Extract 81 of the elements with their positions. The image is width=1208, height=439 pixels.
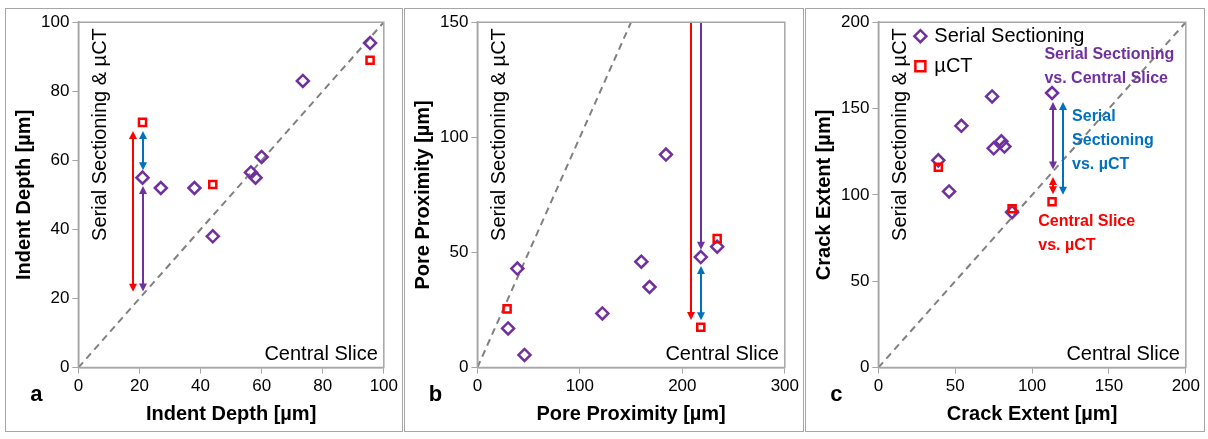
x-tick-label: 0: [472, 376, 483, 396]
point: [696, 322, 706, 333]
y-tick-label: 50: [449, 242, 469, 262]
y-axis-title: Indent Depth [µm]: [11, 109, 34, 281]
x-tick-label: 0: [873, 376, 884, 396]
x-tick-label: 200: [1171, 376, 1201, 396]
point: [712, 233, 722, 244]
y-tick-label: 0: [458, 357, 469, 377]
legend-label: µCT: [934, 53, 973, 76]
annotation: Central Slice: [264, 342, 378, 365]
x-tick-label: 150: [1094, 376, 1124, 396]
point: [502, 304, 512, 314]
legend-label: Serial Sectioning: [934, 23, 1085, 46]
x-tick-label: 100: [1017, 376, 1047, 396]
x-tick-label: 80: [313, 376, 333, 396]
point: [517, 347, 532, 363]
point: [153, 180, 169, 196]
y-tick-label: 0: [59, 357, 70, 377]
point: [986, 141, 1001, 156]
y-axis-title: Crack Extent [µm]: [811, 109, 834, 281]
y-tick-label: 0: [859, 357, 870, 377]
point: [658, 147, 674, 162]
y-tick-label: 50: [850, 270, 870, 290]
x-axis-title: Crack Extent [µm]: [946, 401, 1118, 424]
point: [187, 180, 202, 196]
point: [1044, 85, 1060, 101]
point: [205, 229, 221, 244]
y-tick-label: 20: [50, 288, 70, 308]
y-tick-label: 80: [50, 80, 70, 100]
point: [365, 55, 375, 65]
y-tick-label: 150: [439, 11, 469, 31]
x-tick-label: 50: [945, 376, 965, 396]
x-tick-label: 100: [369, 376, 399, 396]
x-tick-label: 200: [668, 376, 697, 396]
annotation: Serial Sectioning & µCT: [887, 28, 910, 241]
annotation: Serial Sectioning vs. µCT: [1072, 106, 1154, 172]
point: [243, 165, 259, 180]
x-tick-label: 100: [565, 376, 595, 396]
point: [595, 306, 610, 321]
point: [693, 249, 709, 265]
text: b: [428, 381, 443, 407]
y-tick-label: 200: [840, 11, 870, 31]
y-tick-label: 100: [40, 11, 70, 31]
y-tick-label: 100: [439, 127, 469, 147]
annotation: Central Slice vs. µCT: [1038, 212, 1136, 254]
point: [634, 254, 649, 269]
point: [997, 139, 1012, 154]
x-tick-label: 40: [191, 376, 211, 396]
point: [954, 118, 969, 134]
x-axis-title: Pore Proximity [µm]: [536, 401, 726, 424]
point: [941, 184, 957, 199]
annotation: Serial Sectioning & µCT: [486, 28, 509, 241]
x-tick-label: 20: [129, 376, 149, 396]
y-tick-label: 150: [840, 98, 870, 118]
point: [642, 279, 657, 295]
point: [994, 134, 1009, 149]
point: [984, 89, 1000, 104]
text: a: [30, 381, 44, 407]
x-tick-label: 60: [252, 376, 272, 396]
text: c: [830, 381, 843, 407]
point: [137, 117, 148, 128]
point: [254, 149, 269, 165]
y-tick-label: 40: [50, 219, 70, 239]
x-tick-label: 0: [73, 376, 84, 396]
point: [1047, 197, 1057, 207]
point: [135, 170, 150, 185]
point: [295, 73, 311, 89]
point: [510, 261, 525, 276]
point: [362, 35, 378, 51]
y-tick-label: 60: [50, 150, 70, 170]
annotation: Central Slice: [1066, 342, 1180, 365]
x-axis-title: Indent Depth [µm]: [145, 401, 317, 424]
annotation: Central Slice: [665, 342, 779, 365]
point: [500, 321, 516, 336]
point: [207, 179, 218, 190]
point: [933, 162, 944, 173]
y-tick-label: 100: [840, 184, 870, 204]
annotation: Serial Sectioning & µCT: [87, 28, 110, 241]
y-axis-title: Pore Proximity [µm]: [410, 100, 433, 290]
point: [248, 170, 263, 185]
x-tick-label: 300: [770, 376, 800, 396]
